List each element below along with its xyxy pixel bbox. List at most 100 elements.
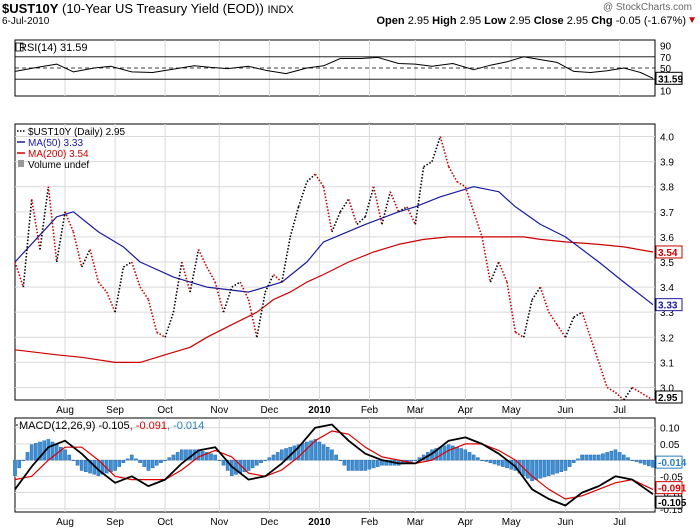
macd-histogram-bar [246, 459, 251, 471]
chg-label: Chg [591, 15, 613, 27]
macd-histogram-bar [350, 459, 355, 471]
macd-signal-last-value-box [655, 481, 683, 495]
macd-legend-signal: , -0.091 [130, 420, 167, 432]
macd-histogram-bar [576, 458, 580, 461]
price-tick-3.7: 3.7 [660, 208, 674, 219]
macd-histogram-bar [363, 459, 368, 471]
macd-tick-1: 0.05 [660, 440, 680, 451]
price-segment [64, 211, 75, 233]
low-label: Low [484, 15, 507, 27]
macd-histogram-bar [209, 453, 213, 461]
macd-histogram-bar [163, 459, 167, 461]
macd-histogram-bar [217, 459, 222, 461]
macd-histogram-bar [138, 459, 142, 463]
price-legend-item-3: Volume undef [28, 160, 89, 171]
price-segment [539, 286, 550, 313]
macd-histogram-bar [34, 443, 38, 461]
macd-histogram-bar [542, 459, 547, 478]
low-value: 2.95 [509, 15, 531, 27]
macd-histogram-bar [67, 454, 72, 461]
macd-histogram-bar [179, 449, 184, 461]
price-segment [548, 311, 558, 326]
macd-histogram-bar [592, 454, 597, 461]
macd-histogram-bar [129, 454, 134, 461]
close-value: 2.95 [566, 15, 589, 27]
macd-histogram-bar [317, 441, 322, 461]
macd-histogram-bar [613, 449, 618, 461]
macd-histogram-bar [446, 444, 451, 461]
price-segment [281, 236, 292, 283]
macd-histogram-bar [501, 459, 505, 467]
macd-histogram-bar [647, 459, 651, 467]
macd-histogram-bar [580, 454, 584, 461]
macd-histogram-bar [459, 448, 463, 461]
macd-histogram-bar [84, 459, 88, 473]
macd-histogram-bar [25, 452, 30, 461]
macd-x-tick-aug: Aug [56, 517, 74, 528]
macd-histogram-bar [630, 459, 634, 461]
macd-histogram-bar [250, 459, 255, 469]
macd-histogram-bar [267, 457, 272, 461]
macd-histogram-bar [271, 454, 276, 461]
macd-histogram-bar [309, 440, 313, 461]
price-last-value: 2.95 [658, 393, 678, 404]
chg-value: -0.05 (-1.67%) [615, 15, 686, 27]
macd-histogram-bar [480, 459, 484, 461]
macd-line [14, 423, 654, 507]
price-segment [105, 291, 116, 313]
macd-histogram-bar [642, 459, 647, 465]
macd-histogram-bar [622, 454, 626, 461]
price-segment [381, 191, 392, 225]
macd-histogram-bar [242, 459, 247, 473]
open-label: Open [376, 15, 405, 27]
copyright: @ StockCharts.com [602, 2, 692, 13]
price-tick-3.0: 3.0 [660, 383, 674, 394]
price-segment [623, 387, 633, 401]
macd-histogram-bar [567, 459, 572, 467]
down-arrow-icon: ▼ [687, 15, 697, 26]
price-segment [497, 261, 508, 283]
price-segment [97, 281, 108, 293]
ma200-last-value-box [655, 245, 683, 259]
price-segment [130, 261, 141, 288]
macd-histogram-bar [325, 446, 330, 461]
price-legend-item-1: MA(50) 3.33 [28, 138, 83, 149]
macd-histogram-bar [63, 449, 67, 461]
macd-histogram-bar [355, 459, 359, 471]
price-segment [472, 211, 483, 238]
macd-histogram-bar [530, 459, 534, 482]
price-segment [331, 211, 341, 233]
macd-legend: MACD(12,26,9) -0.105, -0.091, -0.014 [19, 420, 204, 432]
macd-histogram-bar [596, 454, 601, 461]
rsi-tick-10: 10 [660, 86, 672, 97]
macd-histogram-bar [255, 459, 259, 466]
macd-tick-5: -0.15 [660, 505, 683, 516]
price-tick-3.5: 3.5 [660, 258, 674, 269]
macd-histogram-bar [634, 459, 639, 462]
close-label: Close [533, 15, 564, 27]
macd-histogram-bar [601, 453, 605, 461]
ma200-last-value: 3.54 [658, 248, 678, 259]
macd-histogram-bar [496, 459, 501, 466]
price-segment [598, 362, 608, 388]
macd-last-value: -0.105 [658, 498, 687, 509]
macd-histogram-bar [571, 459, 576, 463]
price-segment [297, 181, 308, 208]
rsi-legend: RSI(14) 31.59 [19, 42, 87, 54]
chart-header: $UST10Y (10-Year US Treasury Yield (EOD)… [0, 0, 700, 28]
macd-histogram-bar [342, 459, 347, 466]
price-tick-3.4: 3.4 [660, 283, 674, 294]
price-segment [447, 166, 458, 183]
legend-volume-swatch [18, 160, 24, 167]
macd-histogram-bar [259, 459, 263, 463]
macd-histogram-bar [471, 454, 476, 461]
macd-hist-last-value-box [655, 455, 683, 469]
macd-histogram-bar [563, 459, 568, 471]
macd-histogram-bar [488, 459, 493, 463]
macd-x-tick-jun: Jun [557, 517, 573, 528]
rsi-legend-icon [15, 42, 24, 52]
price-tick-4.0: 4.0 [660, 133, 674, 144]
macd-histogram-bar [617, 452, 622, 461]
x-tick-may: May [502, 405, 521, 416]
macd-histogram-bar [484, 459, 489, 462]
